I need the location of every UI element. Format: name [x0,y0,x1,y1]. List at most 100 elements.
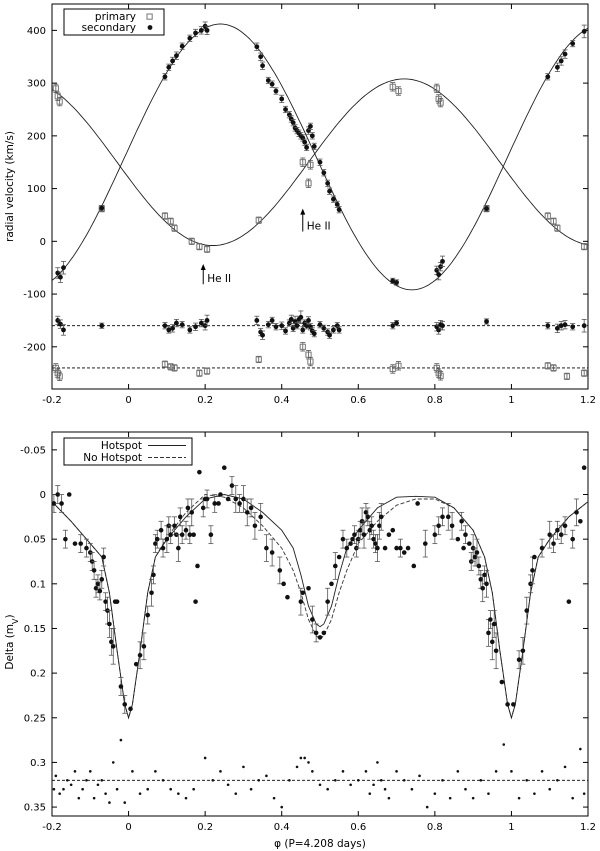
light-curve-data-point [325,599,330,604]
secondary-residual-point [298,314,304,320]
legend-primary-marker [146,13,153,20]
secondary-residual-point [390,323,396,329]
secondary-data-point [311,143,317,149]
light-curve-data-point [482,572,487,578]
light-curve-data-point [185,505,191,511]
light-curve-data-point [269,550,275,555]
light-curve-data-point [459,519,464,524]
secondary-residual-point [55,318,61,323]
secondary-residual-point [558,323,564,329]
light-curve-data-point [463,532,468,537]
primary-residual-point [307,358,314,365]
light-curve-data-point [566,599,572,604]
light-curve-residual-point [540,770,544,773]
secondary-data-point [99,205,105,211]
secondary-data-point [562,51,568,57]
y-tick-label: 400 [27,26,46,37]
light-curve-residual-point [376,761,379,764]
light-curve-residual-point [52,787,56,791]
primary-data-point [56,98,63,105]
light-curve-data-point [461,545,466,551]
light-curve-data-point [84,545,89,551]
light-curve-data-point [133,661,139,667]
light-curve-data-point [285,594,290,600]
x-tick-label: 0.6 [350,395,366,406]
secondary-data-point [254,44,260,50]
secondary-residual-point [394,320,399,326]
x-tick-label: 1.2 [580,395,596,406]
light-curve-data-point [505,702,510,707]
light-curve-data-point [382,545,388,551]
light-curve-residual-point [242,765,245,769]
y-axis-title-text: Delta (m [4,624,16,670]
secondary-residual-point [61,327,66,333]
light-curve-data-point [145,612,151,618]
light-curve-data-point [361,532,367,537]
secondary-model-curve [51,23,589,291]
light-curve-data-point [233,496,239,502]
secondary-data-point [581,29,587,34]
light-curve-data-point [153,541,158,546]
light-curve-residual-point [441,778,444,782]
primary-data-point [395,87,402,95]
light-curve-data-point [204,496,210,502]
light-curve-residual-point [582,792,586,795]
light-curve-residual-point [326,787,329,791]
light-curve-residual-point [456,770,460,773]
light-curve-data-point [336,554,342,560]
light-curve-residual-point [433,792,437,795]
light-curve-residual-point [464,787,467,791]
light-curve-residual-point [548,787,552,791]
secondary-data-point [436,272,442,277]
primary-data-point [554,225,561,232]
y-tick-label: 0.2 [30,669,46,680]
light-curve-data-point [357,527,363,533]
light-curve-residual-point [579,747,582,751]
primary-data-point [544,212,551,220]
light-curve-residual-point [372,783,375,787]
light-curve-residual-point [226,783,230,787]
light-curve-data-point [128,706,133,712]
light-curve-data-point [373,541,378,546]
light-curve-data-point [511,702,516,707]
light-curve-data-point [244,510,250,515]
secondary-residual-point [273,324,279,330]
light-curve-data-point [415,501,420,506]
light-curve-data-point [574,510,579,515]
light-curve-data-point [221,465,227,471]
light-curve-data-point [313,630,319,636]
light-curve-data-point [474,550,480,555]
secondary-data-point [198,27,204,33]
x-tick-label: 0.6 [350,822,366,833]
light-curve-residual-point [288,778,291,782]
primary-data-point [161,212,169,220]
x-tick-label: 0.8 [427,395,443,406]
light-curve-residual-point [69,783,73,787]
light-curve-data-point [472,554,478,560]
x-axis-title: φ (P=4.208 days) [274,838,366,850]
light-curve-data-point [177,514,183,520]
light-curve-data-point [241,496,246,502]
secondary-data-point [327,188,332,194]
light-curve-data-point [114,599,120,604]
secondary-data-point [55,270,61,276]
secondary-data-point [258,54,264,60]
light-curve-data-point [78,541,84,546]
x-tick-label: 0 [125,395,131,406]
x-tick-label: 0.2 [197,395,213,406]
light-curve-residual-point [131,770,134,773]
primary-residual-point [395,362,402,369]
light-curve-residual-point [219,770,222,773]
light-curve-residual-point [184,796,188,800]
light-curve-data-point [197,469,202,475]
light-curve-residual-point [368,792,372,795]
light-curve-data-point [158,527,164,533]
x-tick-label: 1 [508,395,514,406]
secondary-residual-point [198,320,204,326]
light-curve-data-point [229,483,235,488]
light-curve-data-point [195,563,200,569]
light-curve-data-point [281,581,286,587]
light-curve-data-point [562,523,568,529]
light-curve-data-point [369,523,374,529]
